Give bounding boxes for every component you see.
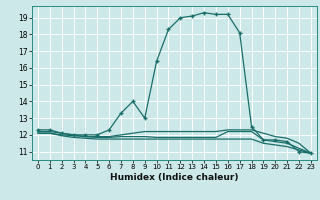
X-axis label: Humidex (Indice chaleur): Humidex (Indice chaleur)	[110, 173, 239, 182]
